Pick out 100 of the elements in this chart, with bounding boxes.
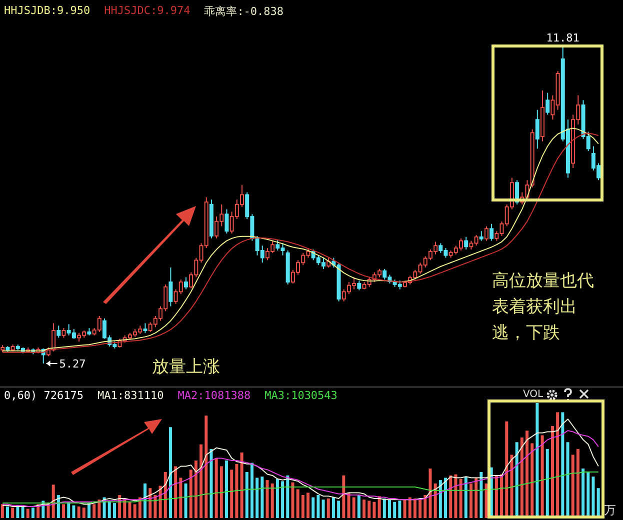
bar (464, 476, 468, 518)
bar (449, 475, 452, 518)
bar (424, 495, 427, 518)
bar (388, 500, 391, 518)
bar (77, 506, 80, 518)
candlestick (535, 109, 540, 150)
bar (230, 470, 234, 518)
bar (480, 472, 483, 518)
bar (326, 498, 330, 518)
bar (194, 460, 198, 518)
bar (26, 508, 30, 518)
annotation: 放量上涨 (152, 356, 220, 378)
bar (11, 508, 14, 518)
text: MA3:1030543 (264, 389, 338, 402)
bar (332, 497, 335, 518)
bar (204, 416, 208, 518)
text: 11.81 (546, 31, 580, 44)
bar (368, 500, 371, 518)
bar (260, 476, 264, 518)
bar (291, 482, 294, 518)
text: VOL (523, 389, 544, 400)
bar (434, 484, 437, 518)
candlestick (143, 322, 148, 334)
bar (184, 484, 188, 518)
text: HHJSJDC:9.974 (104, 4, 190, 19)
bar (214, 458, 218, 518)
candlestick (168, 266, 173, 307)
candlestick (56, 325, 61, 338)
candlestick (546, 92, 550, 116)
bar (316, 495, 320, 518)
annotation: 5.27 (59, 357, 86, 370)
candlestick (357, 280, 362, 291)
bar (225, 460, 228, 518)
bar (469, 484, 472, 518)
bar (0, 504, 4, 518)
bar (301, 495, 304, 518)
bar (398, 500, 402, 518)
candlestick (490, 223, 494, 242)
bar (154, 495, 157, 518)
bar (92, 504, 96, 518)
bar (459, 478, 462, 518)
bar (62, 504, 66, 518)
bar (296, 489, 300, 518)
bar (382, 498, 386, 518)
bar (306, 492, 310, 518)
bar (189, 470, 192, 518)
text: MA1:831110 (97, 389, 164, 402)
bar (322, 500, 325, 518)
bar (31, 508, 34, 518)
bar (444, 478, 448, 518)
bar (144, 484, 147, 518)
bar (72, 505, 76, 518)
bar (220, 466, 223, 518)
bar (372, 502, 376, 518)
bar (82, 508, 86, 518)
bar (235, 464, 238, 518)
candlestick (479, 230, 484, 242)
bar (342, 475, 346, 518)
bar (403, 500, 406, 518)
annotation: 高位放量也代表着获利出逃，下跌 (492, 270, 595, 345)
bar (174, 466, 178, 518)
bar (428, 468, 432, 518)
bar (408, 497, 412, 518)
bar (270, 484, 274, 518)
bar (200, 444, 203, 518)
bar (281, 481, 284, 518)
candlestick (464, 236, 468, 250)
candlestick (326, 257, 331, 268)
bar (67, 502, 70, 518)
bar (6, 506, 10, 518)
bar (286, 475, 290, 518)
bar (474, 478, 478, 518)
bar (250, 462, 254, 518)
bar (245, 472, 248, 518)
bar (98, 500, 101, 518)
candlestick (184, 276, 188, 290)
bar (128, 502, 132, 518)
bar (164, 472, 167, 518)
bar (133, 504, 136, 518)
bar (378, 496, 381, 518)
bar (256, 478, 259, 518)
bar (347, 492, 350, 518)
candlestick (62, 328, 66, 338)
text: 乖离率:-0.838 (204, 4, 284, 19)
bar (413, 498, 416, 518)
text: 万 (604, 502, 616, 519)
bar (266, 480, 269, 518)
text: 0,60) 726175 (4, 389, 84, 402)
bar (393, 502, 396, 518)
bar (179, 478, 182, 518)
bar (362, 500, 366, 518)
bar (240, 452, 244, 518)
bar (112, 503, 116, 518)
bar (168, 427, 172, 518)
bar (337, 500, 340, 518)
bar (276, 478, 279, 518)
bar (418, 500, 422, 518)
bar (210, 449, 213, 518)
bar (21, 506, 24, 518)
candlestick (224, 208, 229, 234)
